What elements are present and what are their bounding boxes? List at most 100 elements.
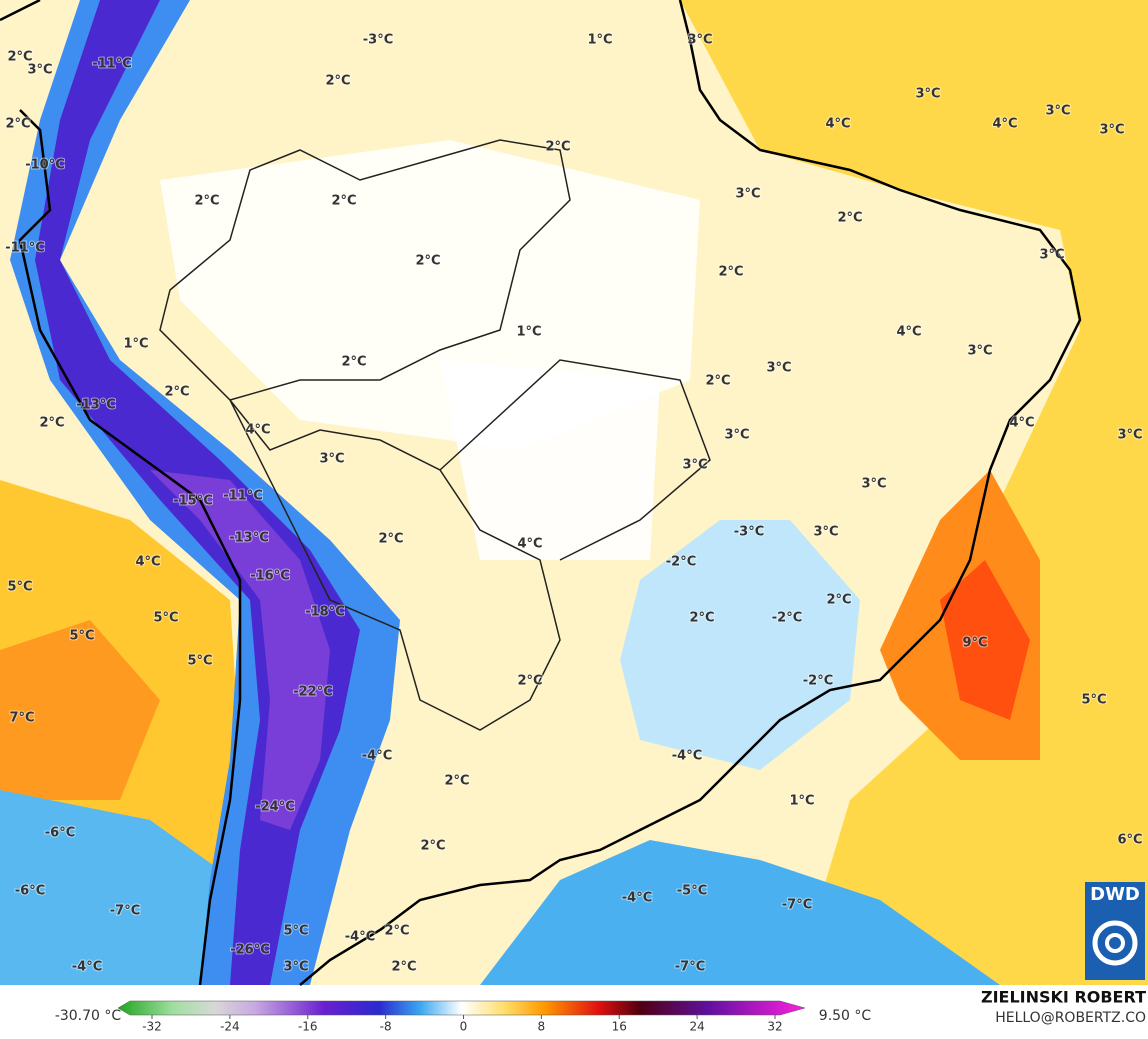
temperature-label: 2°C	[689, 611, 714, 626]
temperature-label: -4°C	[345, 930, 375, 945]
temperature-label: 3°C	[861, 477, 886, 492]
temperature-label: 3°C	[1045, 104, 1070, 119]
temperature-label: -7°C	[110, 904, 140, 919]
temperature-label: -13°C	[229, 531, 269, 546]
temperature-label: -24°C	[255, 800, 295, 815]
colorbar-tick-label: -16	[298, 1020, 318, 1034]
temperature-label: 2°C	[7, 50, 32, 65]
temperature-label: 4°C	[992, 117, 1017, 132]
temperature-labels: -3°C 1°C 3°C2°C3°C -11°C2°C3°C4°C 4°C3°C3°C2…	[4, 32, 1143, 976]
colorbar-tick-label: 32	[767, 1020, 782, 1034]
temperature-label: 2°C	[415, 254, 440, 269]
colorbar-tick-label: 24	[689, 1020, 704, 1034]
temperature-label: 3°C	[735, 187, 760, 202]
temperature-label: 4°C	[517, 537, 542, 552]
temperature-label: -10°C	[25, 158, 65, 173]
temperature-label: 5°C	[7, 580, 32, 595]
colorbar-tick-label: -24	[220, 1020, 240, 1034]
white-patch	[440, 360, 660, 560]
colorbar-scale	[117, 1000, 806, 1016]
temperature-label: 2°C	[837, 211, 862, 226]
temperature-label: 2°C	[705, 374, 730, 389]
temperature-label: 4°C	[896, 325, 921, 340]
temperature-label: -7°C	[675, 960, 705, 975]
colorbar-min: -30.70 °C	[55, 1008, 122, 1024]
coastline	[0, 0, 1082, 986]
pacific-cold	[0, 790, 220, 985]
temperature-label: 2°C	[5, 117, 30, 132]
temperature-label: 5°C	[153, 611, 178, 626]
temperature-label: -18°C	[305, 605, 345, 620]
temperature-label: 2°C	[718, 265, 743, 280]
temperature-label: -16°C	[250, 569, 290, 584]
temperature-label: 2°C	[420, 839, 445, 854]
colorbar: -30.70 °C 9.50 °C -32 -24 -16 -8 0 8 16 24 32	[55, 1000, 872, 1034]
temperature-label: -22°C	[293, 685, 333, 700]
temperature-label: 3°C	[813, 525, 838, 540]
temperature-label: 1°C	[587, 33, 612, 48]
temperature-label: 5°C	[69, 629, 94, 644]
temperature-label: 1°C	[516, 325, 541, 340]
temperature-label: 3°C	[766, 361, 791, 376]
temperature-label: 2°C	[331, 194, 356, 209]
andes-coldest	[150, 470, 330, 830]
temperature-label: -11°C	[5, 241, 45, 256]
temperature-label: 2°C	[545, 140, 570, 155]
temperature-label: 2°C	[341, 355, 366, 370]
temperature-label: 2°C	[194, 194, 219, 209]
temperature-label: 3°C	[1099, 123, 1124, 138]
temperature-label: 5°C	[1081, 693, 1106, 708]
pacific-warmer	[0, 620, 160, 800]
temperature-label: 2°C	[517, 674, 542, 689]
warm-core	[940, 560, 1030, 720]
temperature-label: 3°C	[319, 452, 344, 467]
contact: HELLO@ROBERTZ.CO	[995, 1010, 1146, 1026]
temperature-label: -5°C	[677, 884, 707, 899]
temperature-label: 3°C	[682, 458, 707, 473]
colorbar-max: 9.50 °C	[819, 1008, 872, 1024]
atlantic-cold	[480, 840, 1000, 985]
temperature-label: -13°C	[76, 398, 116, 413]
temperature-label: 3°C	[27, 63, 52, 78]
temperature-label: 5°C	[283, 924, 308, 939]
temperature-label: 3°C	[283, 960, 308, 975]
temperature-label: -7°C	[782, 898, 812, 913]
temperature-label: -2°C	[666, 555, 696, 570]
temperature-label: -2°C	[772, 611, 802, 626]
temperature-label: 2°C	[325, 74, 350, 89]
temperature-label: -4°C	[672, 749, 702, 764]
temperature-label: 7°C	[9, 711, 34, 726]
temperature-label: -3°C	[734, 525, 764, 540]
temperature-label: 3°C	[967, 344, 992, 359]
temperature-label: 1°C	[789, 794, 814, 809]
temperature-label: 4°C	[135, 555, 160, 570]
colorbar-tick-label: -32	[142, 1020, 162, 1034]
temperature-label: 6°C	[1117, 833, 1142, 848]
logo-swirl	[1092, 920, 1138, 966]
temperature-label: -11°C	[92, 57, 132, 72]
temperature-label: 2°C	[378, 532, 403, 547]
temperature-label: -3°C	[363, 33, 393, 48]
temperature-label: -11°C	[223, 489, 263, 504]
logo-swirl	[1105, 933, 1125, 953]
temperature-label: 4°C	[1009, 416, 1034, 431]
temperature-label: -6°C	[45, 826, 75, 841]
temperature-label: 2°C	[444, 774, 469, 789]
temperature-label: -4°C	[622, 891, 652, 906]
temperature-label: -26°C	[230, 943, 270, 958]
temperature-label: -6°C	[15, 884, 45, 899]
temperature-label: 2°C	[391, 960, 416, 975]
temperature-label: 2°C	[164, 385, 189, 400]
temperature-label: -2°C	[803, 674, 833, 689]
temperature-label: -4°C	[362, 749, 392, 764]
temperature-label: 3°C	[915, 87, 940, 102]
colorbar-tick-label: -8	[380, 1020, 392, 1034]
borders	[159, 139, 711, 731]
temperature-label: 2°C	[39, 416, 64, 431]
temperature-label: 3°C	[1117, 428, 1142, 443]
logo-text: DWD	[1090, 884, 1140, 905]
temperature-label: 3°C	[724, 428, 749, 443]
temperature-label: 4°C	[245, 423, 270, 438]
temperature-label: 5°C	[187, 654, 212, 669]
colorbar-tick-label: 16	[612, 1020, 627, 1034]
